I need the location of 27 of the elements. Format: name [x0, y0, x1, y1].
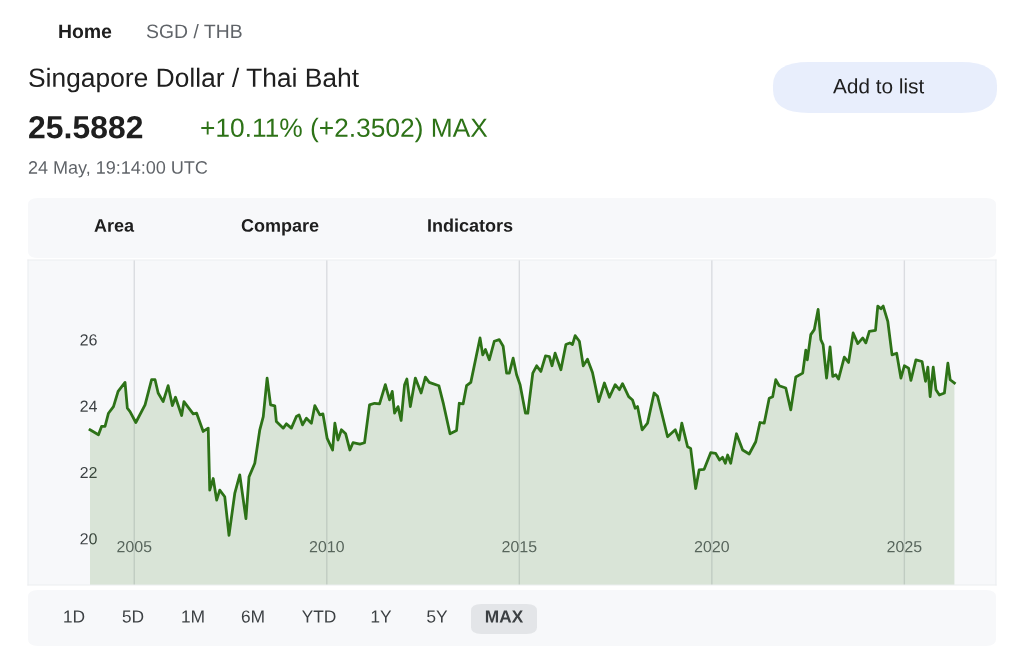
x-tick-label: 2020	[694, 540, 729, 553]
text: Add to list	[833, 78, 925, 94]
text: Compare	[241, 219, 319, 236]
text: 24 May, 19:14:00 UTC	[28, 161, 208, 178]
text: 1D	[64, 610, 85, 623]
y-tick-label: 20	[80, 533, 97, 545]
text: 6M	[241, 610, 264, 623]
text: 1Y	[371, 610, 392, 623]
text: YTD	[302, 610, 336, 623]
x-tick-label: 2025	[887, 540, 922, 553]
text: 5D	[122, 610, 144, 623]
chart-title: Singapore Dollar / Thai Baht	[29, 67, 359, 93]
y-tick-label: 26	[80, 334, 97, 346]
text: SGD / THB	[146, 23, 242, 39]
y-tick-label: 24	[80, 400, 97, 412]
x-tick-label: 2010	[309, 540, 344, 553]
x-tick-label: 2005	[117, 540, 152, 553]
y-tick-label: 22	[80, 466, 97, 479]
chart-subtitle: 25.5882	[29, 115, 143, 139]
text: MAX	[485, 610, 524, 623]
text: 5Y	[427, 610, 448, 623]
text: Area	[94, 219, 135, 232]
text: Home	[59, 24, 112, 39]
text: +10.11% (+2.3502) MAX	[201, 117, 488, 143]
x-tick-label: 2015	[502, 540, 537, 553]
text: 1M	[182, 610, 204, 623]
text: Indicators	[428, 218, 513, 232]
